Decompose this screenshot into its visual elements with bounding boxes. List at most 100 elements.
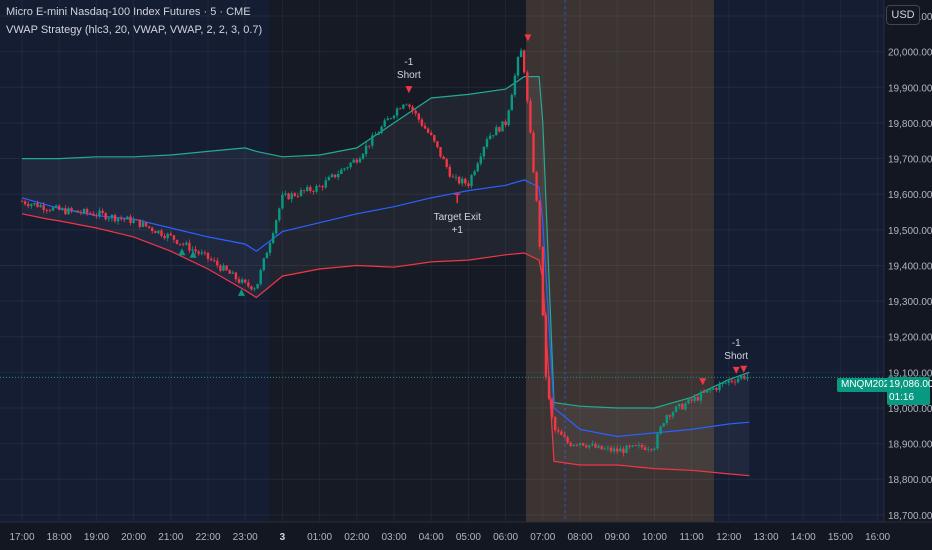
symbol-tag: MNQM2025 bbox=[837, 378, 899, 392]
candle-body bbox=[433, 134, 436, 142]
candle-body bbox=[358, 158, 362, 163]
price-tick-label: 19,900.00 bbox=[888, 83, 932, 94]
candle-body bbox=[42, 205, 45, 211]
candle-body bbox=[104, 213, 107, 220]
candle-body bbox=[380, 126, 383, 134]
candle-body bbox=[126, 216, 129, 220]
time-tick-label: 13:00 bbox=[753, 532, 778, 543]
candle-body bbox=[377, 133, 380, 135]
candle-body bbox=[70, 208, 73, 211]
vwap-line bbox=[21, 179, 750, 438]
candle-body bbox=[247, 282, 250, 287]
candle-body bbox=[89, 212, 92, 214]
candle-body bbox=[575, 444, 579, 446]
time-tick-label: 07:00 bbox=[530, 532, 555, 543]
candle-body bbox=[163, 236, 166, 239]
candle-body bbox=[169, 233, 172, 236]
candle-body bbox=[287, 193, 290, 200]
candle-body bbox=[54, 205, 58, 208]
candle-body bbox=[399, 108, 402, 110]
price-tick-label: 19,800.00 bbox=[888, 119, 932, 130]
candle-body bbox=[411, 106, 414, 111]
candle-body bbox=[721, 382, 724, 385]
candle-body bbox=[526, 72, 529, 101]
candle-body bbox=[268, 243, 272, 253]
lower-band-line bbox=[21, 213, 750, 477]
candle-body bbox=[578, 443, 582, 445]
candle-body bbox=[405, 104, 408, 106]
candle-body bbox=[306, 187, 309, 191]
time-tick-label: 01:00 bbox=[307, 532, 332, 543]
candle-body bbox=[349, 162, 352, 168]
candle-body bbox=[172, 235, 176, 240]
candle-body bbox=[516, 57, 520, 76]
short-entry-arrow bbox=[740, 365, 748, 373]
candle-body bbox=[476, 163, 479, 172]
candle-body bbox=[709, 389, 712, 391]
time-tick-label: 15:00 bbox=[828, 532, 853, 543]
candle-body bbox=[352, 159, 355, 163]
candle-body bbox=[588, 445, 591, 448]
candle-body bbox=[544, 315, 548, 377]
candle-body bbox=[436, 141, 439, 148]
candle-body bbox=[371, 135, 374, 146]
candle-body bbox=[485, 139, 489, 147]
time-tick-label: 19:00 bbox=[84, 532, 109, 543]
candle-body bbox=[585, 445, 588, 448]
candle-body bbox=[36, 203, 39, 208]
candle-body bbox=[368, 145, 371, 147]
time-tick-label: 10:00 bbox=[642, 532, 667, 543]
candle-body bbox=[674, 406, 678, 413]
candle-body bbox=[64, 208, 67, 215]
currency-button[interactable]: USD bbox=[886, 5, 920, 25]
candle-body bbox=[231, 272, 234, 274]
candle-body bbox=[120, 218, 123, 220]
time-tick-label: 08:00 bbox=[567, 532, 592, 543]
candle-body bbox=[733, 381, 737, 383]
candle-body bbox=[178, 243, 182, 245]
candle-body bbox=[665, 415, 668, 424]
long-entry-arrow bbox=[189, 250, 197, 258]
candle-body bbox=[262, 258, 265, 271]
candle-body bbox=[219, 265, 222, 271]
candle-body bbox=[705, 389, 709, 393]
candle-body bbox=[678, 403, 681, 407]
candle-body bbox=[188, 242, 191, 251]
candle-body bbox=[408, 104, 411, 107]
candle-body bbox=[693, 397, 696, 401]
candle-body bbox=[48, 210, 52, 212]
candle-body bbox=[616, 448, 619, 452]
candles bbox=[20, 47, 749, 457]
candle-body bbox=[581, 443, 585, 446]
price-tick-label: 20,000.00 bbox=[888, 48, 932, 59]
candle-body bbox=[609, 447, 613, 452]
candle-body bbox=[330, 174, 334, 178]
candle-body bbox=[355, 159, 358, 163]
candle-body bbox=[253, 288, 256, 290]
candle-body bbox=[600, 445, 603, 450]
candle-body bbox=[461, 178, 464, 184]
band-area bbox=[22, 76, 750, 476]
candle-body bbox=[653, 448, 656, 450]
candle-body bbox=[746, 377, 749, 379]
candle-body bbox=[27, 204, 30, 207]
candle-body bbox=[426, 128, 430, 133]
candle-body bbox=[61, 208, 64, 210]
upper-band-line bbox=[22, 75, 750, 409]
candle-body bbox=[225, 265, 228, 271]
candle-body bbox=[39, 205, 42, 208]
candle-body bbox=[656, 433, 659, 449]
time-tick-label: 09:00 bbox=[605, 532, 630, 543]
price-axis-bg bbox=[884, 0, 932, 550]
candle-body bbox=[631, 445, 634, 447]
candle-body bbox=[309, 187, 312, 192]
session-shade-dark bbox=[269, 0, 527, 522]
candle-body bbox=[619, 448, 622, 452]
candle-body bbox=[597, 445, 600, 448]
candle-body bbox=[637, 444, 641, 446]
band-fill bbox=[22, 76, 750, 476]
candle-body bbox=[702, 392, 706, 393]
indicator-legend[interactable]: VWAP Strategy (hlc3, 20, VWAP, VWAP, 2, … bbox=[6, 24, 263, 36]
short-entry-arrow bbox=[732, 366, 740, 374]
